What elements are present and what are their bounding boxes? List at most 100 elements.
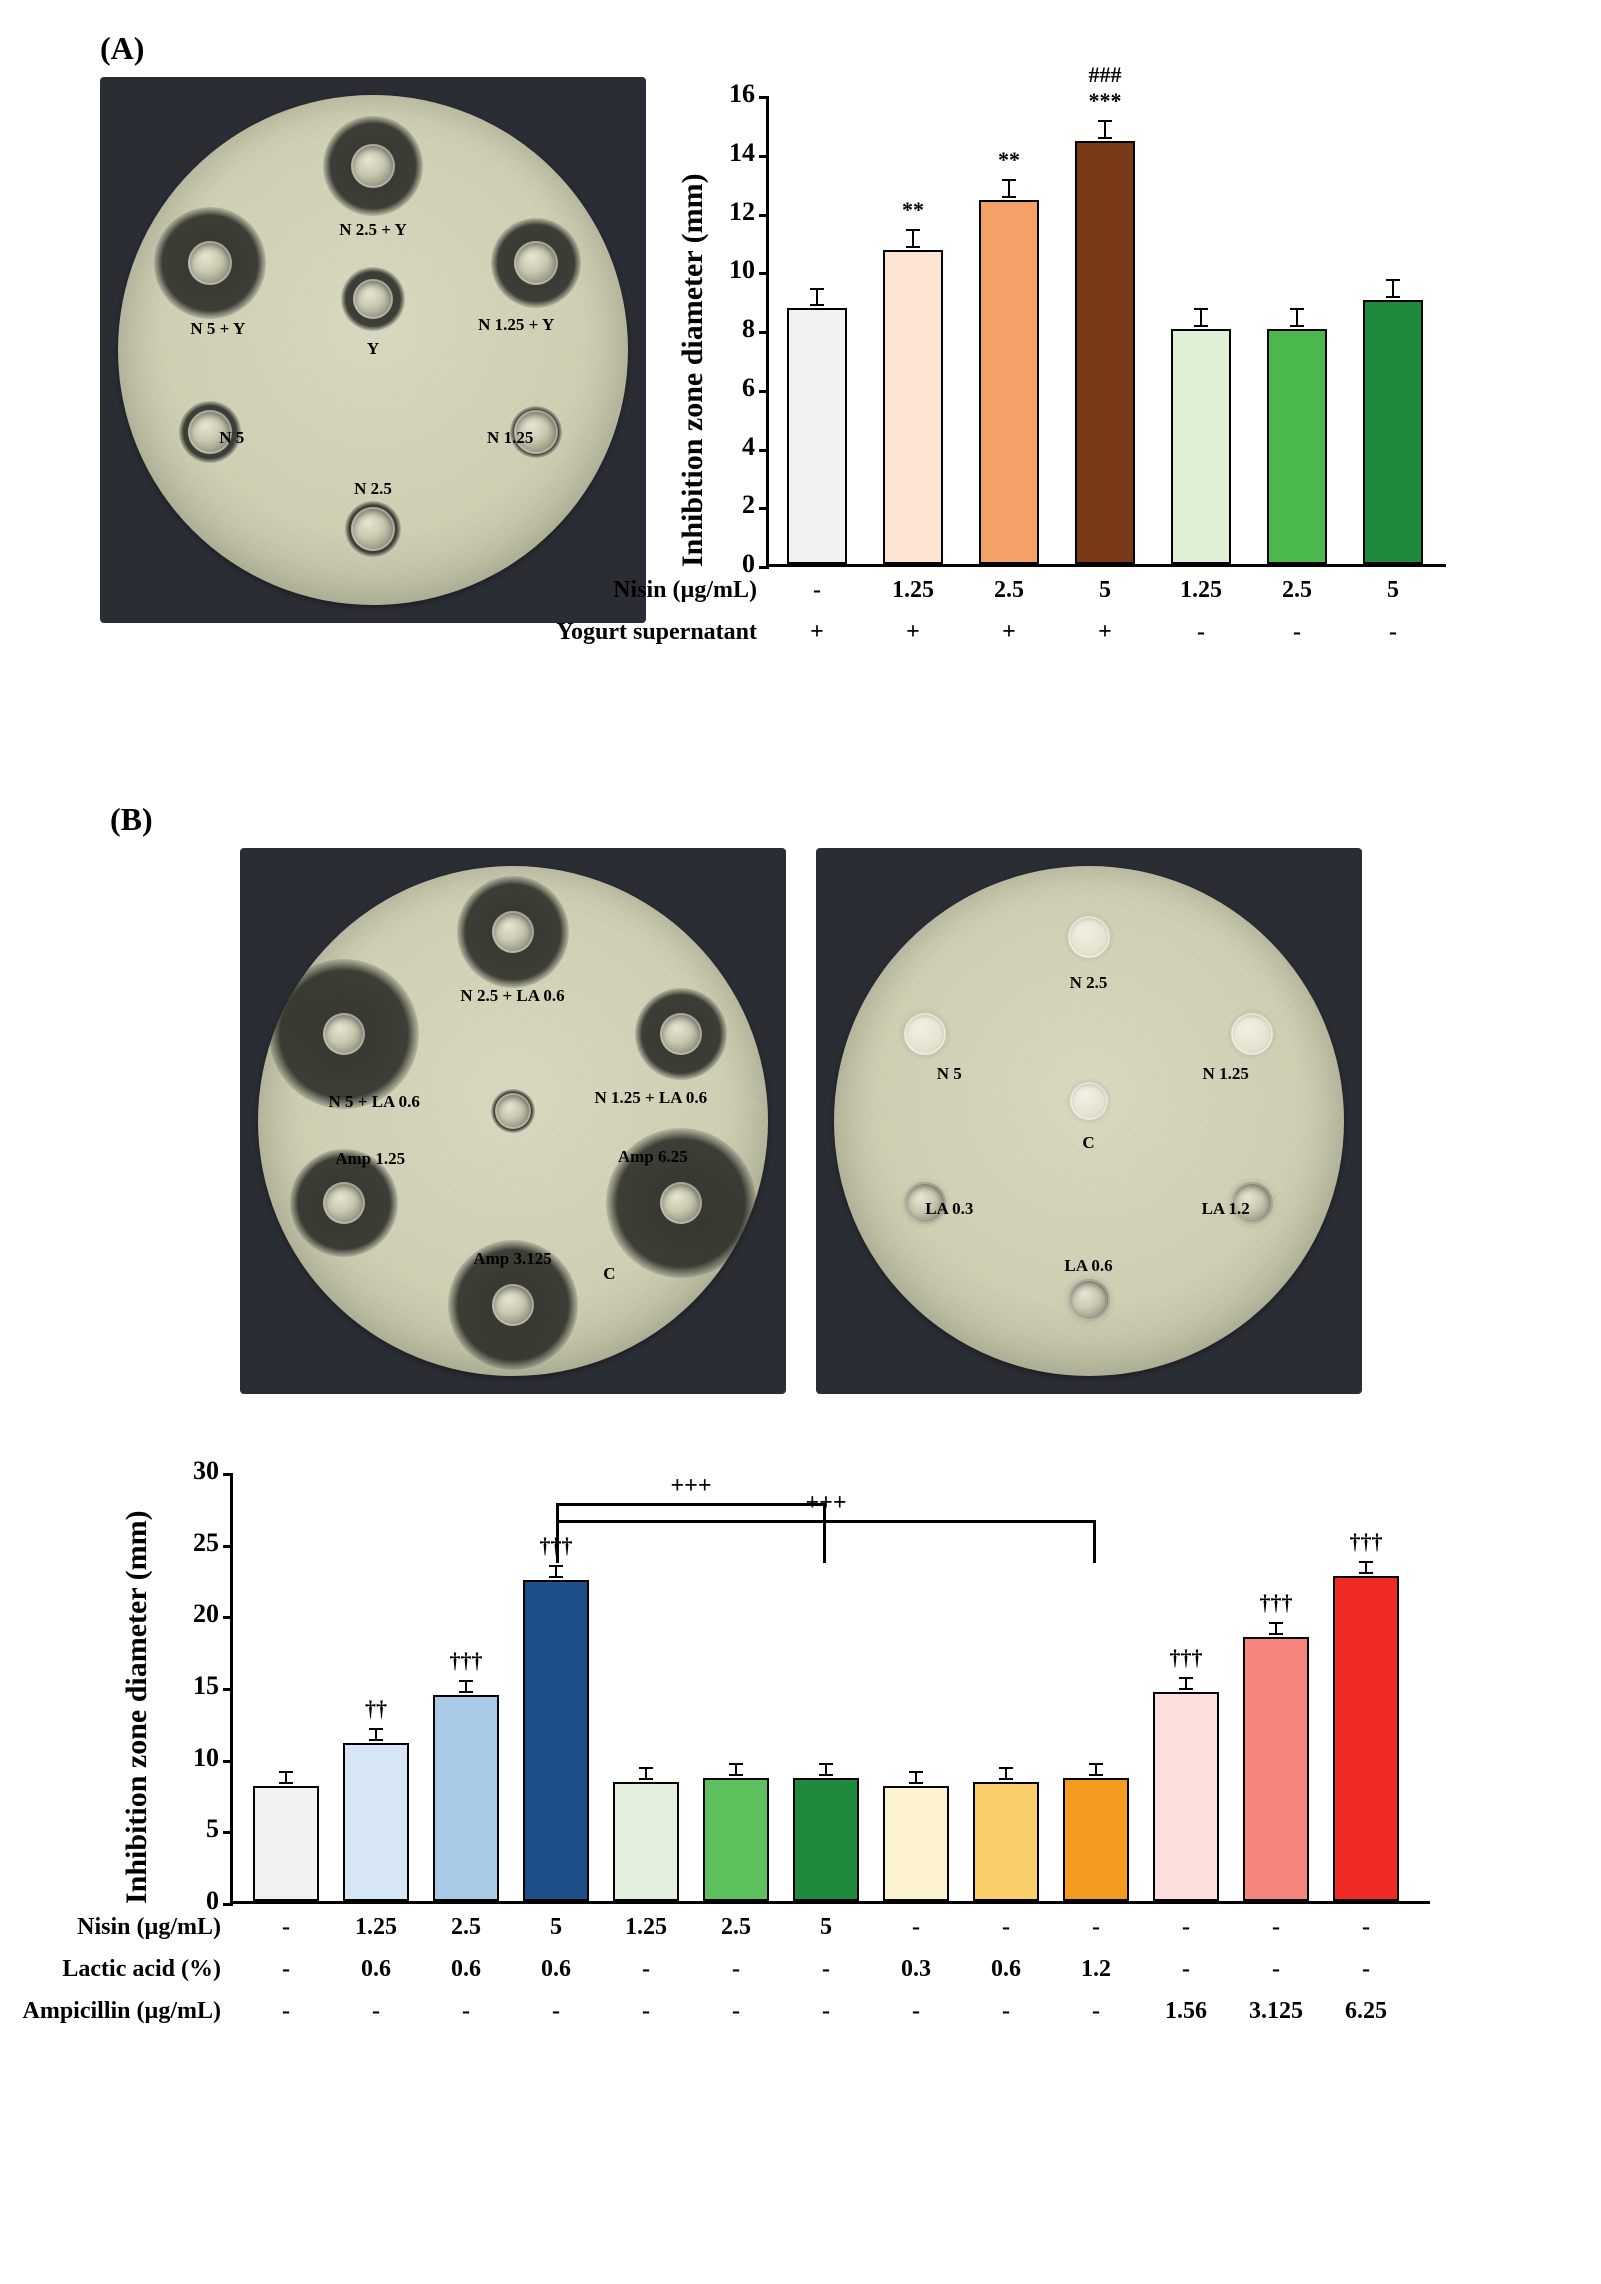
panel-a-dish: N 2.5 + YN 1.25 + YN 5 + YYN 5N 1.25N 2.… [100, 77, 646, 623]
well-label-n5la: N 5 + LA 0.6 [328, 1092, 419, 1112]
bar-12: ††† [1333, 1576, 1399, 1901]
well-label-n25: N 2.5 [354, 479, 392, 499]
xcell: - [372, 1998, 380, 2025]
bar-10: ††† [1153, 1692, 1219, 1901]
y-axis-title: Inhibition zone diameter (mm) [120, 1474, 154, 1904]
ytick-label: 20 [193, 1599, 219, 1629]
xcell: - [1293, 619, 1301, 646]
well-label-n125: N 1.25 [1203, 1064, 1249, 1084]
well-label-la03: LA 0.3 [925, 1199, 973, 1219]
well-label-la06: LA 0.6 [1064, 1256, 1112, 1276]
panel-b-dish-left: N 2.5 + LA 0.6 N 1.25 + LA 0.6 N 5 + LA 0.… [240, 848, 786, 1394]
well-n25y [351, 144, 395, 188]
well-n25la [492, 911, 534, 953]
well-label-n25: N 2.5 [1070, 973, 1108, 993]
xrow-label: Ampicillin (µg/mL) [23, 1998, 222, 2025]
bar-7 [883, 1786, 949, 1901]
xcell: + [810, 619, 824, 646]
bar-1: †† [343, 1743, 409, 1901]
xcell: - [1182, 1956, 1190, 1983]
bar-3: ††† [523, 1580, 589, 1901]
ytick-label: 25 [193, 1528, 219, 1558]
well-label-y: Y [367, 339, 379, 359]
xcell: - [732, 1998, 740, 2025]
ytick-label: 5 [206, 1814, 219, 1844]
bracket-label: +++ [805, 1490, 846, 1517]
ytick-label: 30 [193, 1456, 219, 1486]
plot-area: 051015202530†††††††††††††††††++++++Nisin… [230, 1474, 1430, 1904]
xcell: - [282, 1956, 290, 1983]
well-label-c: C [1082, 1133, 1094, 1153]
panel-a-chart: Inhibition zone diameter (mm) 02468101214… [656, 77, 1456, 751]
well-n25 [1068, 916, 1110, 958]
bar-2: ** [979, 200, 1039, 564]
xcell: - [1092, 1998, 1100, 2025]
panel-b-dish-right: N 2.5N 1.25N 5CLA 1.2LA 0.3LA 0.6 [816, 848, 1362, 1394]
well-label-n25la: N 2.5 + LA 0.6 [460, 986, 564, 1006]
well-label-amp3125: Amp 3.125 [473, 1249, 551, 1269]
sig-label: ** [902, 197, 924, 223]
well-label-n125: N 1.25 [487, 428, 533, 448]
xcell: 0.3 [901, 1956, 931, 1983]
xcell: 0.6 [541, 1956, 571, 1983]
well-n5la [323, 1013, 365, 1055]
panel-a-label: (A) [100, 30, 1501, 67]
xcell: 6.25 [1345, 1998, 1387, 2025]
xcell: 1.2 [1081, 1956, 1111, 1983]
bar-6 [793, 1778, 859, 1901]
well-label-n125la: N 1.25 + LA 0.6 [594, 1088, 707, 1108]
xcell: - [822, 1956, 830, 1983]
well-label-n5: N 5 [937, 1064, 962, 1084]
sig-label: ††† [1350, 1529, 1383, 1555]
xcell: 0.6 [361, 1956, 391, 1983]
xcell: 1.25 [892, 577, 934, 604]
sig-label: *** [1089, 88, 1122, 114]
xcell: 1.25 [355, 1914, 397, 1941]
xcell: - [1362, 1956, 1370, 1983]
y-axis-title: Inhibition zone diameter (mm) [676, 97, 710, 567]
well-label-n5y: N 5 + Y [190, 319, 245, 339]
sig-label: ** [998, 147, 1020, 173]
sig-label: ††† [1260, 1590, 1293, 1616]
ytick-label: 10 [193, 1743, 219, 1773]
well-n5 [904, 1013, 946, 1055]
xcell: - [912, 1998, 920, 2025]
xcell: 5 [1099, 577, 1111, 604]
xcell: 3.125 [1249, 1998, 1303, 2025]
bar-11: ††† [1243, 1637, 1309, 1901]
bar-5 [1267, 329, 1327, 564]
xcell: 2.5 [451, 1914, 481, 1941]
bar-9 [1063, 1778, 1129, 1901]
xcell: 2.5 [994, 577, 1024, 604]
xcell: - [822, 1998, 830, 2025]
well-c [1070, 1082, 1108, 1120]
xcell: - [282, 1998, 290, 2025]
ytick-label: 14 [729, 138, 755, 168]
bar-4 [1171, 329, 1231, 564]
bar-8 [973, 1782, 1039, 1901]
xcell: 2.5 [721, 1914, 751, 1941]
bar-1: ** [883, 250, 943, 564]
well-amp625 [660, 1182, 702, 1224]
ytick-label: 0 [742, 549, 755, 579]
xcell: - [813, 577, 821, 604]
bracket-0: +++ [556, 1503, 826, 1506]
xcell: - [462, 1998, 470, 2025]
bracket-label: +++ [670, 1473, 711, 1500]
xcell: - [1272, 1914, 1280, 1941]
plot-area: 0246810121416*******###Nisin (µg/mL)-1.2… [766, 97, 1446, 567]
sig2-label: ### [1089, 62, 1122, 88]
ytick-label: 0 [206, 1886, 219, 1916]
ytick-label: 2 [742, 490, 755, 520]
sig-label: ††† [450, 1648, 483, 1674]
well-amp3125 [492, 1284, 534, 1326]
well-label-clab: C [603, 1264, 615, 1284]
ytick-label: 12 [729, 197, 755, 227]
xcell: 5 [550, 1914, 562, 1941]
xcell: 1.56 [1165, 1998, 1207, 2025]
xrow-label: Nisin (µg/mL) [77, 1914, 221, 1941]
xcell: - [642, 1956, 650, 1983]
xcell: 5 [1387, 577, 1399, 604]
bar-0 [253, 1786, 319, 1901]
bar-2: ††† [433, 1695, 499, 1901]
